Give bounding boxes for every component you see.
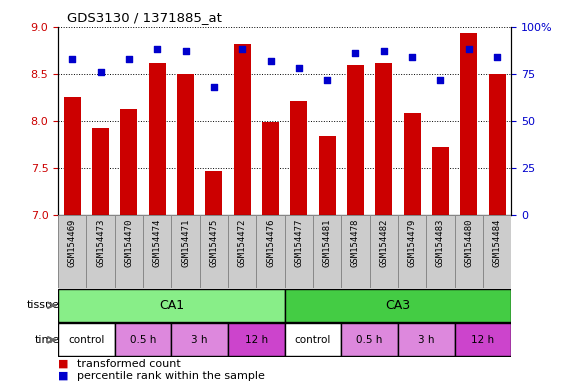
Bar bbox=[375, 63, 392, 215]
Bar bbox=[285, 215, 313, 288]
Text: GSM154481: GSM154481 bbox=[322, 219, 332, 267]
Bar bbox=[64, 98, 81, 215]
Text: GSM154482: GSM154482 bbox=[379, 219, 388, 267]
Bar bbox=[256, 215, 285, 288]
Bar bbox=[432, 147, 449, 215]
Bar bbox=[342, 215, 370, 288]
Bar bbox=[285, 323, 342, 356]
Point bbox=[266, 58, 275, 64]
Point bbox=[436, 76, 445, 83]
Text: GSM154474: GSM154474 bbox=[153, 219, 162, 267]
Text: ■: ■ bbox=[58, 359, 69, 369]
Text: 0.5 h: 0.5 h bbox=[357, 335, 383, 345]
Bar bbox=[228, 215, 256, 288]
Point bbox=[493, 54, 502, 60]
Text: 0.5 h: 0.5 h bbox=[130, 335, 156, 345]
Bar bbox=[206, 171, 223, 215]
Point bbox=[181, 48, 190, 55]
Bar bbox=[58, 289, 285, 322]
Bar bbox=[460, 33, 477, 215]
Bar bbox=[58, 323, 115, 356]
Bar bbox=[426, 215, 455, 288]
Text: control: control bbox=[68, 335, 105, 345]
Text: GSM154471: GSM154471 bbox=[181, 219, 190, 267]
Text: GSM154484: GSM154484 bbox=[493, 219, 501, 267]
Text: GSM154469: GSM154469 bbox=[68, 219, 77, 267]
Bar bbox=[171, 215, 200, 288]
Bar bbox=[489, 74, 505, 215]
Point bbox=[322, 76, 332, 83]
Point bbox=[379, 48, 389, 55]
Text: time: time bbox=[34, 335, 59, 345]
Bar bbox=[262, 122, 279, 215]
Text: GSM154473: GSM154473 bbox=[96, 219, 105, 267]
Bar bbox=[200, 215, 228, 288]
Text: GSM154480: GSM154480 bbox=[464, 219, 474, 267]
Bar bbox=[318, 136, 336, 215]
Bar bbox=[234, 44, 251, 215]
Bar bbox=[115, 323, 171, 356]
Bar bbox=[285, 289, 511, 322]
Point bbox=[67, 56, 77, 62]
Text: tissue: tissue bbox=[27, 300, 59, 310]
Bar bbox=[228, 323, 285, 356]
Point bbox=[153, 46, 162, 53]
Text: GSM154478: GSM154478 bbox=[351, 219, 360, 267]
Bar bbox=[58, 215, 87, 288]
Bar bbox=[483, 215, 511, 288]
Text: GSM154476: GSM154476 bbox=[266, 219, 275, 267]
Text: ■: ■ bbox=[58, 370, 69, 380]
Point bbox=[209, 84, 218, 90]
Bar bbox=[143, 215, 171, 288]
Bar bbox=[455, 323, 511, 356]
Bar bbox=[290, 101, 307, 215]
Text: 3 h: 3 h bbox=[192, 335, 208, 345]
Bar bbox=[115, 215, 143, 288]
Text: control: control bbox=[295, 335, 331, 345]
Bar bbox=[455, 215, 483, 288]
Text: CA3: CA3 bbox=[385, 299, 411, 312]
Point bbox=[407, 54, 417, 60]
Bar bbox=[404, 113, 421, 215]
Text: 12 h: 12 h bbox=[245, 335, 268, 345]
Text: 3 h: 3 h bbox=[418, 335, 435, 345]
Text: GSM154472: GSM154472 bbox=[238, 219, 247, 267]
Bar bbox=[370, 215, 398, 288]
Bar bbox=[92, 127, 109, 215]
Text: GSM154483: GSM154483 bbox=[436, 219, 445, 267]
Bar bbox=[342, 323, 398, 356]
Bar bbox=[120, 109, 137, 215]
Text: GDS3130 / 1371885_at: GDS3130 / 1371885_at bbox=[67, 11, 222, 24]
Bar bbox=[398, 215, 426, 288]
Bar bbox=[398, 323, 454, 356]
Text: percentile rank within the sample: percentile rank within the sample bbox=[77, 371, 264, 381]
Bar bbox=[347, 65, 364, 215]
Bar bbox=[87, 215, 115, 288]
Point bbox=[96, 69, 105, 75]
Text: 12 h: 12 h bbox=[471, 335, 494, 345]
Bar bbox=[171, 323, 228, 356]
Text: CA1: CA1 bbox=[159, 299, 184, 312]
Point bbox=[351, 50, 360, 56]
Point bbox=[124, 56, 134, 62]
Point bbox=[464, 46, 474, 53]
Text: GSM154477: GSM154477 bbox=[295, 219, 303, 267]
Bar bbox=[177, 74, 194, 215]
Text: GSM154475: GSM154475 bbox=[209, 219, 218, 267]
Bar bbox=[313, 215, 342, 288]
Text: GSM154479: GSM154479 bbox=[408, 219, 417, 267]
Point bbox=[238, 46, 247, 53]
Text: GSM154470: GSM154470 bbox=[124, 219, 134, 267]
Text: transformed count: transformed count bbox=[77, 359, 181, 369]
Bar bbox=[149, 63, 166, 215]
Point bbox=[294, 65, 303, 71]
